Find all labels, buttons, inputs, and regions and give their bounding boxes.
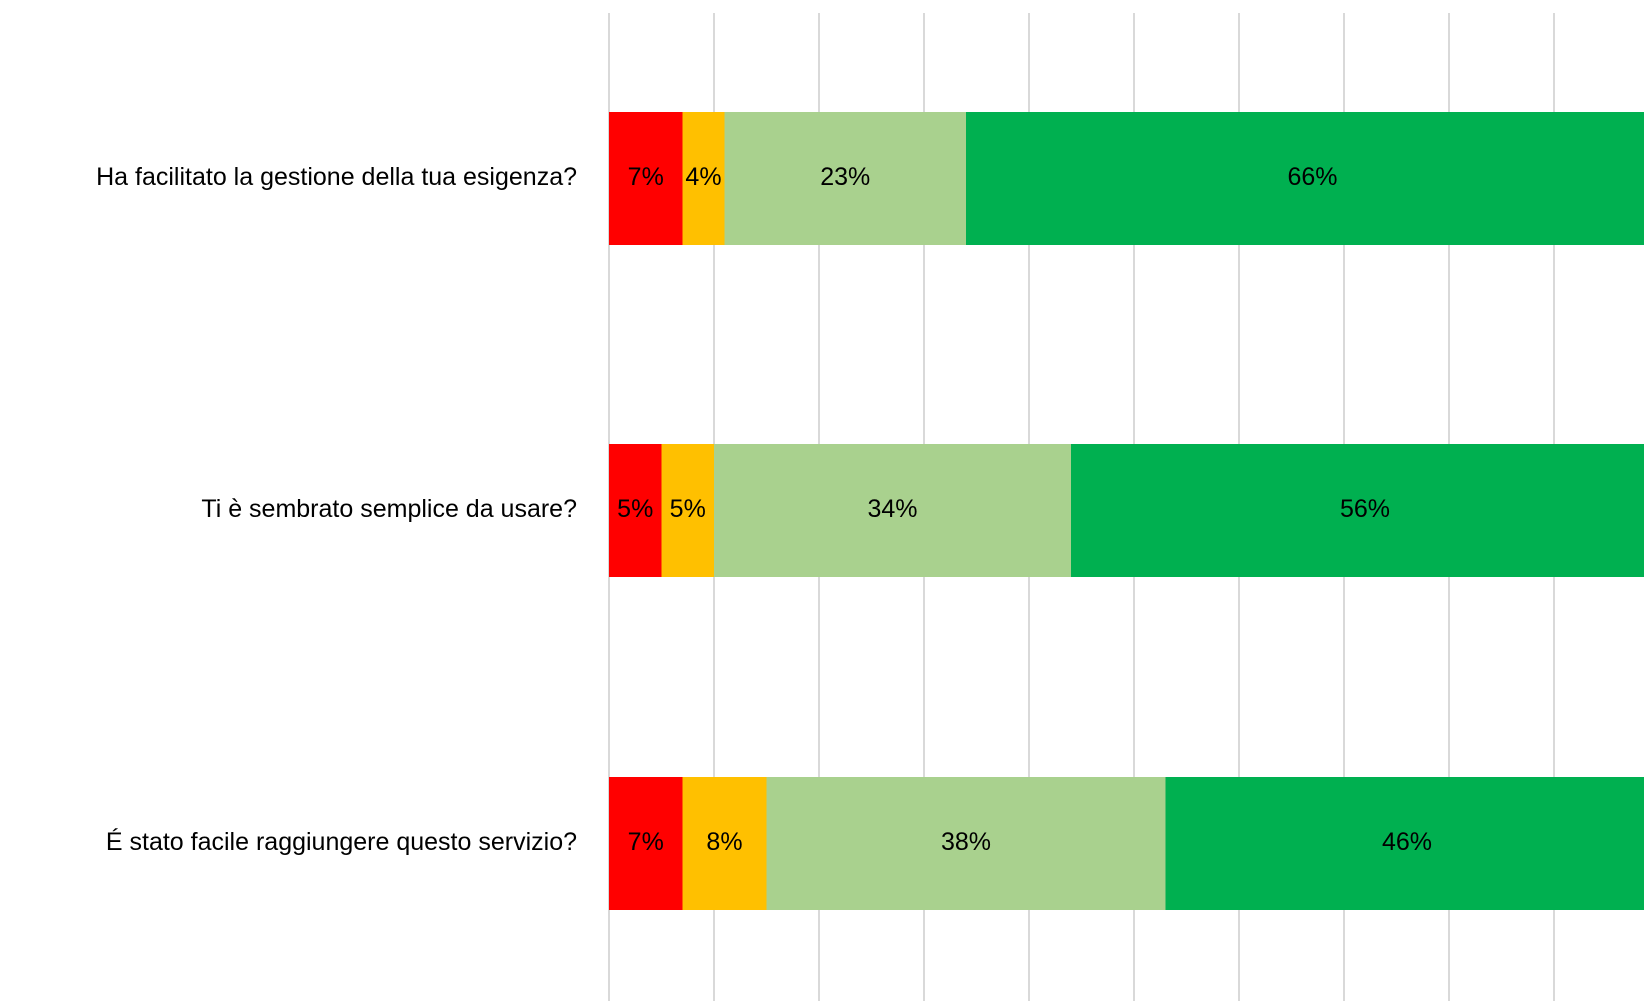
bar-segment	[966, 112, 1644, 245]
bar-segment	[609, 112, 683, 245]
bar-segment	[766, 777, 1166, 910]
data-label: 5%	[617, 495, 653, 523]
bar-segment	[682, 112, 725, 245]
bar-segment	[714, 444, 1071, 577]
bar-segment	[609, 777, 683, 910]
data-label: 66%	[1287, 163, 1337, 191]
data-label: 46%	[1382, 828, 1432, 856]
data-label: 8%	[706, 828, 742, 856]
bar-segment	[724, 112, 966, 245]
data-label: 5%	[670, 495, 706, 523]
bar-segment	[609, 444, 662, 577]
data-label: 56%	[1340, 495, 1390, 523]
data-label: 23%	[820, 163, 870, 191]
category-label: Ha facilitato la gestione della tua esig…	[96, 163, 577, 191]
bar-segment	[1165, 777, 1644, 910]
data-label: 7%	[628, 828, 664, 856]
bar-segment	[661, 444, 714, 577]
bar-segment	[1071, 444, 1644, 577]
data-label: 34%	[867, 495, 917, 523]
category-label: Ti è sembrato semplice da usare?	[201, 495, 577, 523]
data-label: 4%	[685, 163, 721, 191]
data-label: 7%	[628, 163, 664, 191]
data-label: 38%	[941, 828, 991, 856]
bar-segment	[682, 777, 767, 910]
category-label: É stato facile raggiungere questo serviz…	[106, 827, 577, 856]
